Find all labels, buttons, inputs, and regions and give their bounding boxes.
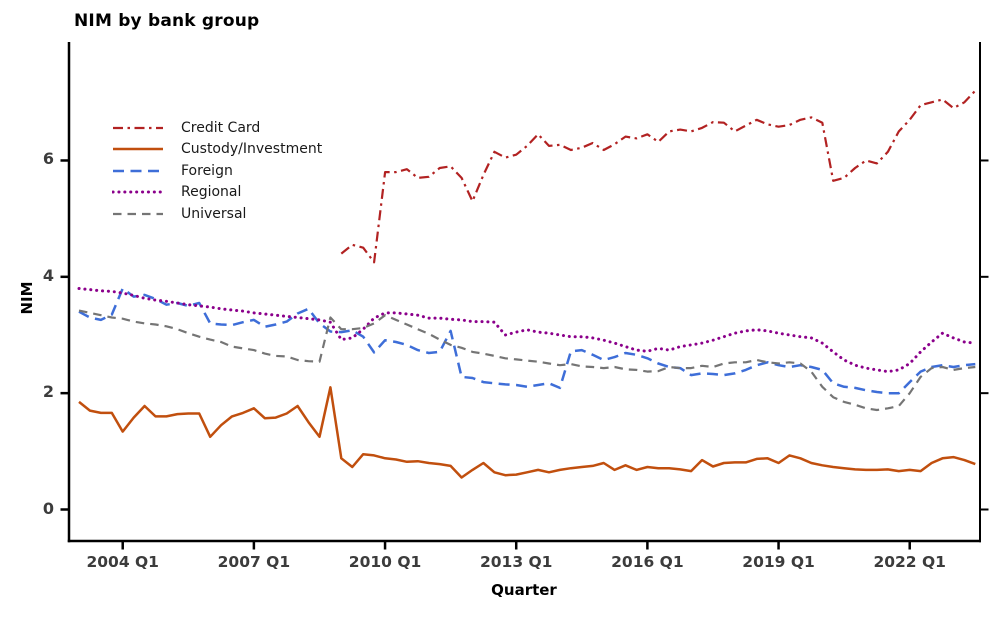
x-tick-label: 2004 Q1 — [86, 553, 159, 571]
x-axis-title: Quarter — [491, 581, 557, 599]
series-line-foreign — [78, 287, 976, 395]
legend-label-custody-investment: Custody/Investment — [181, 141, 323, 158]
legend-line-sample-regional — [112, 190, 164, 194]
x-tick-label: 2019 Q1 — [742, 553, 815, 571]
chart-title: NIM by bank group — [74, 11, 260, 31]
legend-item-credit-card: Credit Card — [112, 117, 322, 139]
legend-item-custody-investment: Custody/Investment — [112, 139, 322, 161]
y-tick-label: 0 — [42, 498, 54, 518]
legend-item-universal: Universal — [112, 203, 322, 225]
x-tick-label: 2016 Q1 — [611, 553, 684, 571]
x-tick-label: 2022 Q1 — [873, 553, 946, 571]
legend-label-credit-card: Credit Card — [181, 119, 261, 136]
x-tick-label: 2007 Q1 — [217, 553, 291, 571]
y-tick-label: 4 — [42, 265, 54, 285]
series-line-custody-investment — [78, 386, 976, 479]
series-line-universal — [78, 309, 976, 412]
y-axis-title: NIM — [18, 281, 36, 315]
legend-line-sample-universal — [113, 212, 163, 215]
legend-label-regional: Regional — [181, 184, 242, 201]
legend-line-sample-custody-investment — [113, 148, 163, 151]
series-line-credit-card — [340, 89, 977, 264]
legend-label-foreign: Foreign — [181, 162, 233, 179]
legend: Credit Card Custody/Investment Foreign Regi… — [112, 117, 322, 225]
legend-label-universal: Universal — [181, 205, 247, 222]
legend-item-regional: Regional — [112, 182, 322, 204]
y-tick-label: 6 — [42, 149, 54, 169]
legend-line-sample-credit-card — [113, 126, 163, 129]
legend-line-sample-foreign — [113, 169, 163, 172]
series-line-regional — [77, 287, 977, 374]
legend-item-foreign: Foreign — [112, 160, 322, 182]
x-tick-label: 2010 Q1 — [348, 553, 422, 571]
x-tick-label: 2013 Q1 — [479, 553, 553, 571]
y-tick-label: 2 — [42, 382, 54, 402]
